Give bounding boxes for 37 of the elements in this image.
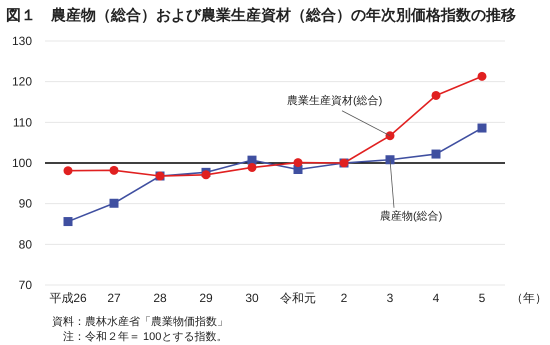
y-tick-label: 130 (12, 34, 32, 48)
x-tick-label: 28 (153, 291, 167, 305)
annotation: 農業生産資材(総合) (287, 94, 382, 107)
point (110, 166, 118, 175)
x-tick-label: 27 (107, 291, 121, 305)
point (386, 155, 394, 164)
point (432, 90, 440, 100)
point (202, 170, 210, 180)
x-tick-label: 3 (386, 291, 394, 305)
point (478, 72, 486, 81)
y-tick-label: 80 (18, 237, 32, 252)
annotation: 農産物(総合) (380, 210, 442, 223)
x-tick-label: 2 (340, 291, 348, 305)
y-tick-label: 100 (12, 156, 32, 170)
y-tick-label: 110 (12, 115, 32, 130)
x-axis-title: （年） (511, 291, 547, 305)
x-tick-label: 29 (199, 291, 213, 305)
point (478, 124, 486, 133)
text: 資料：農林水産省「農業物価指数」 (52, 315, 228, 328)
point (386, 131, 394, 140)
point (64, 217, 72, 226)
x-tick-label: 平成26 (49, 291, 87, 305)
x-tick-label: 4 (432, 291, 440, 305)
chart-title: 図１ 農産物（総合）および農業生産資材（総合）の年次別価格指数の推移 (6, 6, 516, 24)
x-tick-label: 5 (478, 291, 486, 305)
point (248, 162, 256, 172)
y-tick-label: 90 (18, 196, 32, 211)
x-tick-label: 30 (245, 291, 259, 305)
point (294, 158, 302, 168)
x-tick-label: 令和元 (280, 291, 316, 305)
point (110, 198, 118, 208)
point (432, 150, 440, 159)
y-tick-label: 120 (12, 74, 32, 89)
text: 注：令和２年＝ 100とする指数。 (52, 330, 228, 343)
point (248, 156, 256, 165)
y-tick-label: 70 (18, 278, 32, 292)
point (64, 166, 72, 176)
